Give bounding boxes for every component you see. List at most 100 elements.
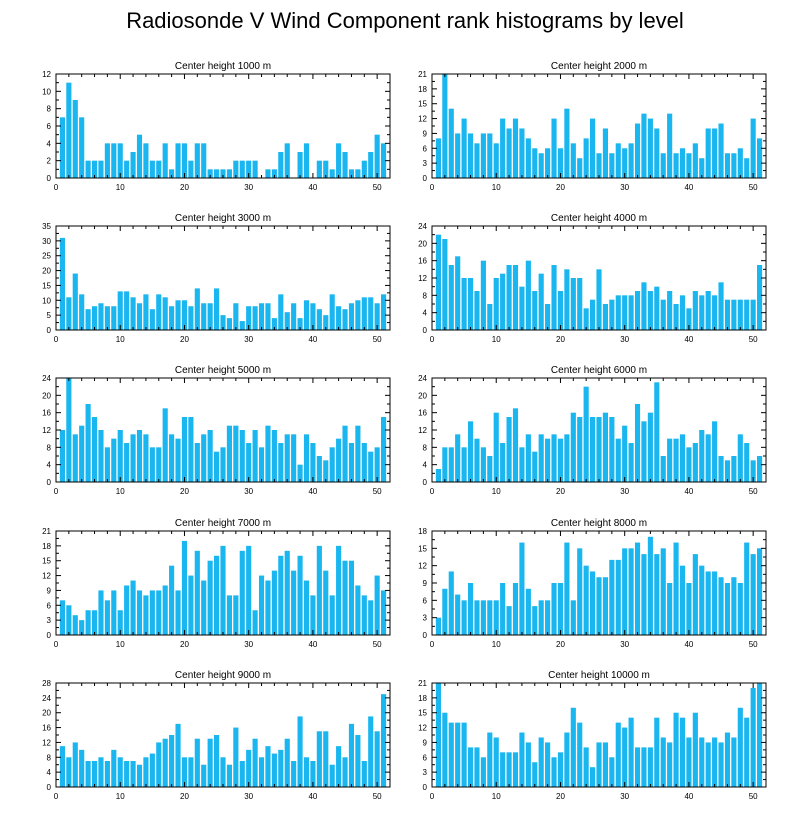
bar — [512, 583, 519, 635]
bar — [66, 605, 72, 635]
bar — [265, 169, 271, 178]
x-tick-label: 30 — [244, 335, 253, 344]
bar — [201, 764, 207, 787]
bar — [188, 160, 194, 178]
bar — [124, 585, 130, 635]
bar — [512, 752, 519, 787]
bar — [336, 306, 342, 330]
bar — [207, 430, 213, 482]
bar — [500, 583, 506, 635]
bar — [59, 430, 65, 482]
bar — [355, 735, 361, 787]
y-tick-label: 21 — [418, 679, 427, 688]
bar — [679, 434, 686, 482]
bar — [355, 300, 361, 330]
bar — [596, 417, 602, 482]
bar — [525, 138, 531, 178]
bar — [201, 303, 207, 330]
bar — [381, 417, 387, 482]
bar — [731, 153, 737, 178]
y-tick-label: 4 — [47, 139, 52, 148]
bar — [493, 278, 499, 330]
bar — [641, 282, 647, 330]
bar — [731, 737, 737, 787]
y-tick-label: 24 — [42, 694, 51, 703]
bar — [316, 731, 322, 787]
bar — [461, 118, 467, 178]
bar — [156, 294, 162, 330]
bar — [455, 594, 461, 635]
y-tick-label: 10 — [42, 87, 51, 96]
bar — [342, 757, 348, 787]
panel-title: Center height 6000 m — [551, 365, 647, 376]
y-tick-label: 3 — [423, 768, 428, 777]
bar — [467, 133, 474, 178]
bar — [66, 82, 72, 178]
bar — [117, 430, 123, 482]
bar — [609, 417, 615, 482]
bar — [551, 583, 557, 635]
bar — [615, 143, 621, 178]
bar — [252, 738, 258, 787]
bar — [246, 160, 252, 178]
y-tick-label: 35 — [42, 222, 51, 231]
bar — [564, 108, 570, 178]
bar — [519, 447, 525, 482]
bar — [525, 588, 531, 635]
bar — [226, 318, 232, 330]
bar — [744, 443, 750, 482]
bar — [557, 438, 564, 482]
x-tick-label: 50 — [749, 640, 758, 649]
bar — [519, 732, 525, 787]
bar — [355, 425, 361, 482]
bar — [467, 421, 474, 482]
bar — [194, 288, 200, 330]
bar — [686, 153, 692, 178]
bar — [557, 752, 564, 787]
bar — [374, 134, 380, 178]
bar — [667, 438, 673, 482]
bar — [461, 278, 467, 330]
panel-5: Center height 5000 m 0 10 20 30 40 50 0 4 8 12 16 20… — [42, 365, 391, 496]
bar — [284, 434, 290, 482]
y-tick-label: 6 — [47, 122, 52, 131]
bar — [634, 747, 641, 787]
bar — [467, 278, 474, 330]
bar — [737, 583, 743, 635]
bar — [493, 412, 499, 482]
bar — [744, 542, 750, 635]
bar — [538, 600, 544, 635]
bar — [169, 735, 175, 787]
bar — [278, 294, 284, 330]
bar — [480, 757, 486, 787]
bar — [297, 555, 303, 635]
x-tick-label: 10 — [116, 183, 125, 192]
bar — [348, 443, 355, 482]
bar — [265, 580, 271, 635]
y-tick-label: 0 — [423, 478, 428, 487]
x-tick-label: 0 — [430, 183, 435, 192]
y-tick-label: 15 — [42, 557, 51, 566]
bar — [667, 583, 673, 635]
bar — [149, 590, 155, 635]
bar — [85, 160, 91, 178]
bar — [590, 417, 596, 482]
y-tick-label: 9 — [423, 129, 428, 138]
x-tick-label: 40 — [308, 335, 317, 344]
bar — [329, 294, 335, 330]
bar — [136, 590, 143, 635]
panel-6: Center height 6000 m 0 10 20 30 40 50 0 4 8 12 16 20… — [418, 365, 767, 496]
bar — [673, 438, 679, 482]
bar — [220, 545, 226, 635]
bar — [72, 273, 78, 330]
bar — [175, 590, 181, 635]
bar — [448, 571, 454, 635]
bar — [271, 318, 277, 330]
x-tick-label: 40 — [308, 792, 317, 801]
bar — [303, 580, 310, 635]
y-tick-label: 8 — [423, 291, 428, 300]
bar — [506, 606, 512, 635]
bar — [532, 606, 538, 635]
bar — [130, 761, 136, 787]
bar — [98, 303, 104, 330]
